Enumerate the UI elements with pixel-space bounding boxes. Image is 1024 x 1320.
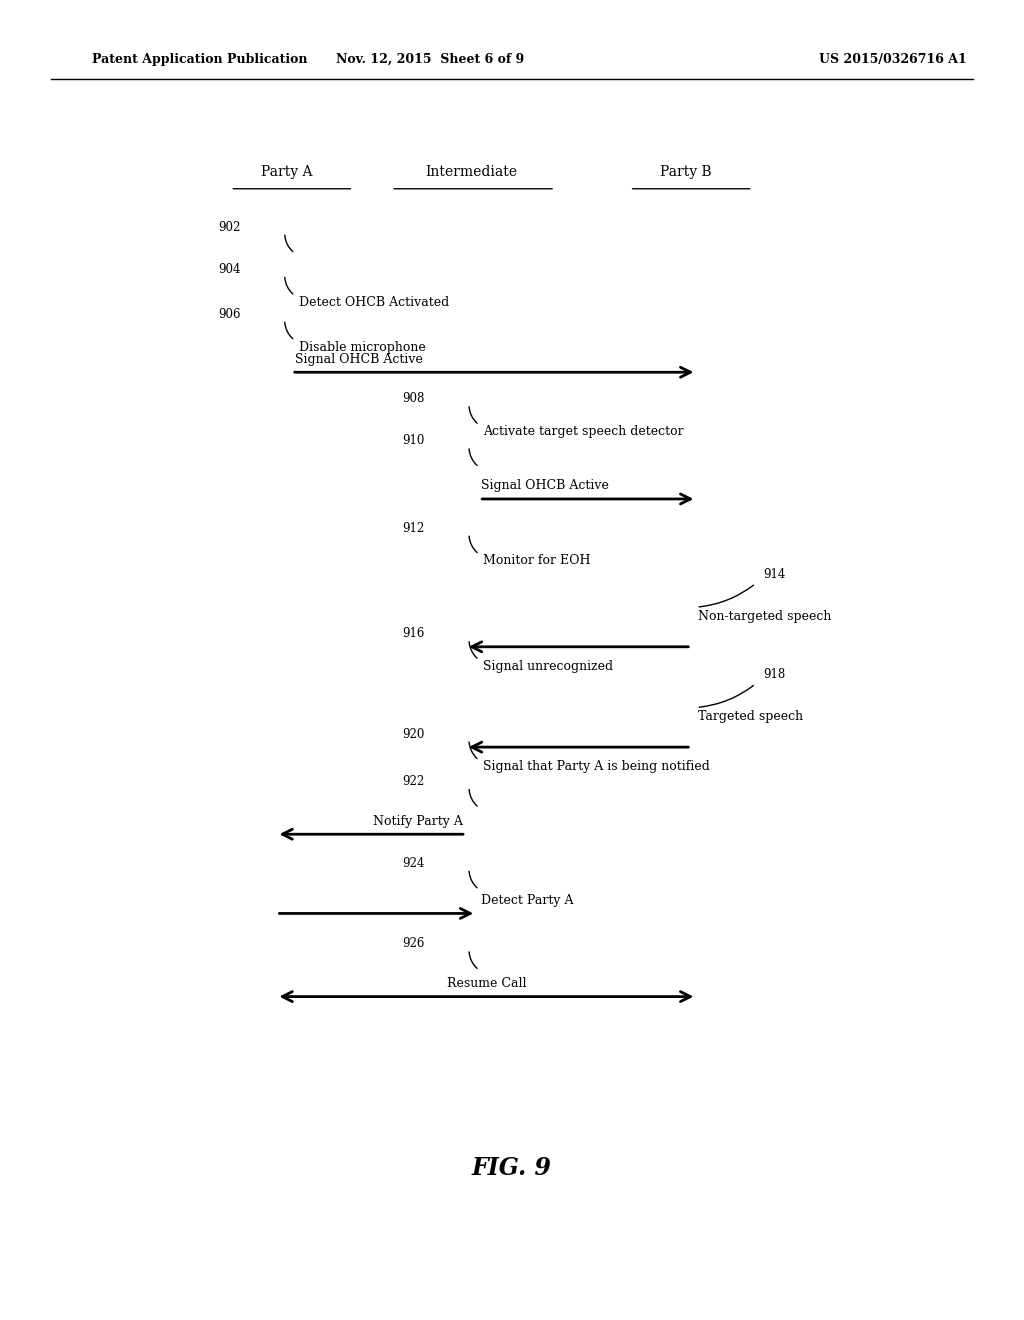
Text: 924: 924 xyxy=(402,857,425,870)
Text: US 2015/0326716 A1: US 2015/0326716 A1 xyxy=(819,53,967,66)
Text: 906: 906 xyxy=(218,308,241,321)
Text: 904: 904 xyxy=(218,263,241,276)
Text: Disable microphone: Disable microphone xyxy=(299,341,426,354)
Text: 922: 922 xyxy=(402,775,425,788)
Text: Party B: Party B xyxy=(660,165,712,178)
Text: Detect OHCB Activated: Detect OHCB Activated xyxy=(299,296,450,309)
Text: 926: 926 xyxy=(402,937,425,950)
Text: Activate target speech detector: Activate target speech detector xyxy=(483,425,684,438)
Text: Intermediate: Intermediate xyxy=(425,165,517,178)
Text: 914: 914 xyxy=(763,568,785,581)
Text: Targeted speech: Targeted speech xyxy=(698,710,804,723)
Text: Monitor for EOH: Monitor for EOH xyxy=(483,554,591,568)
Text: 902: 902 xyxy=(218,220,241,234)
Text: Notify Party A: Notify Party A xyxy=(373,814,463,828)
Text: Non-targeted speech: Non-targeted speech xyxy=(698,610,831,623)
Text: Nov. 12, 2015  Sheet 6 of 9: Nov. 12, 2015 Sheet 6 of 9 xyxy=(336,53,524,66)
Text: Signal OHCB Active: Signal OHCB Active xyxy=(481,479,609,492)
Text: 916: 916 xyxy=(402,627,425,640)
Text: 912: 912 xyxy=(402,521,425,535)
Text: Patent Application Publication: Patent Application Publication xyxy=(92,53,307,66)
Text: 918: 918 xyxy=(763,668,785,681)
Text: 908: 908 xyxy=(402,392,425,405)
Text: Signal that Party A is being notified: Signal that Party A is being notified xyxy=(483,760,711,774)
Text: 910: 910 xyxy=(402,434,425,447)
Text: Resume Call: Resume Call xyxy=(446,977,526,990)
Text: Signal unrecognized: Signal unrecognized xyxy=(483,660,613,673)
Text: FIG. 9: FIG. 9 xyxy=(472,1156,552,1180)
Text: Signal OHCB Active: Signal OHCB Active xyxy=(295,352,423,366)
Text: 920: 920 xyxy=(402,727,425,741)
Text: Party A: Party A xyxy=(261,165,312,178)
Text: Detect Party A: Detect Party A xyxy=(481,894,573,907)
